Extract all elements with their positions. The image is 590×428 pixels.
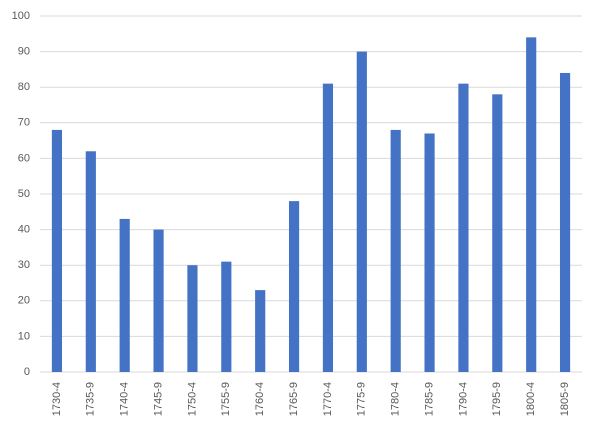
x-tick-label: 1755-9	[220, 382, 232, 416]
y-tick-label: 70	[18, 117, 30, 129]
x-tick-label: 1770-4	[322, 382, 334, 416]
bar	[51, 129, 63, 372]
bar	[458, 83, 469, 372]
x-tick-label: 1795-9	[491, 382, 503, 416]
x-tick-label: 1760-4	[254, 382, 266, 416]
bar	[221, 261, 232, 372]
x-tick-label: 1730-4	[51, 382, 63, 416]
x-tick-label: 1765-9	[288, 382, 300, 416]
y-tick-label: 100	[12, 10, 30, 22]
x-tick-label: 1790-4	[457, 382, 469, 416]
y-tick-label: 60	[18, 152, 30, 164]
bar	[322, 83, 334, 372]
bar	[255, 290, 266, 372]
bar	[119, 218, 130, 372]
y-tick-label: 30	[18, 259, 30, 271]
y-tick-label: 40	[18, 224, 30, 236]
bar	[153, 229, 164, 372]
bar	[85, 151, 96, 372]
x-tick-label: 1775-9	[356, 382, 368, 416]
y-tick-label: 10	[18, 330, 30, 342]
bar	[356, 51, 367, 372]
x-tick-label: 1805-9	[559, 382, 571, 416]
bar	[187, 265, 198, 372]
y-tick-label: 0	[24, 366, 30, 378]
x-tick-label: 1740-4	[119, 382, 131, 416]
y-tick-label: 50	[18, 188, 30, 200]
x-tick-label: 1745-9	[152, 382, 164, 416]
bar	[390, 129, 401, 372]
y-tick-label: 20	[18, 295, 30, 307]
x-tick-label: 1780-4	[390, 382, 402, 416]
bar	[559, 72, 571, 373]
x-tick-label: 1735-9	[85, 382, 97, 416]
x-tick-label: 1785-9	[423, 382, 435, 416]
bar	[526, 37, 537, 373]
y-tick-label: 80	[18, 81, 30, 93]
bar	[288, 201, 300, 372]
bar	[492, 94, 503, 372]
x-tick-label: 1750-4	[186, 382, 198, 416]
y-tick-label: 90	[18, 46, 30, 58]
x-tick-label: 1800-4	[525, 382, 537, 416]
bar	[424, 133, 435, 372]
